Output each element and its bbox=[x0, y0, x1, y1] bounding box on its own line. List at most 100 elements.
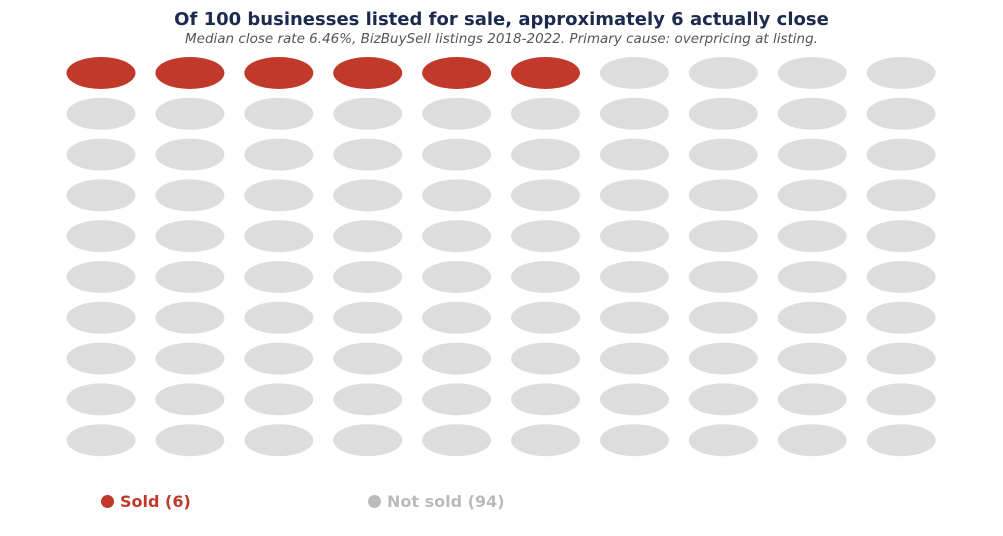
waffle-cell-not-sold bbox=[511, 383, 580, 416]
waffle-cell-not-sold bbox=[511, 261, 580, 293]
waffle-cell-not-sold bbox=[866, 301, 936, 334]
waffle-cell-not-sold bbox=[333, 301, 403, 334]
waffle-cell-not-sold bbox=[599, 342, 669, 375]
legend-label-not-sold: Not sold (94) bbox=[387, 492, 505, 511]
waffle-cell-not-sold bbox=[66, 97, 136, 130]
waffle-cell-not-sold bbox=[155, 179, 225, 212]
waffle-cell-sold bbox=[155, 57, 225, 89]
waffle-cell-not-sold bbox=[777, 220, 847, 253]
waffle-cell-not-sold bbox=[66, 342, 136, 375]
waffle-cell-not-sold bbox=[777, 342, 847, 375]
waffle-cell-not-sold bbox=[333, 179, 403, 212]
waffle-cell-not-sold bbox=[66, 179, 136, 212]
waffle-cell-not-sold bbox=[599, 179, 669, 212]
waffle-cell-not-sold bbox=[599, 57, 669, 89]
waffle-cell-not-sold bbox=[688, 342, 758, 375]
waffle-cell-not-sold bbox=[866, 383, 936, 416]
waffle-cell-sold bbox=[244, 57, 314, 89]
waffle-cell-not-sold bbox=[244, 138, 314, 171]
waffle-cell-not-sold bbox=[866, 138, 936, 171]
chart-title: Of 100 businesses listed for sale, appro… bbox=[174, 9, 829, 30]
waffle-cell-not-sold bbox=[66, 138, 136, 171]
waffle-cell-not-sold bbox=[866, 97, 936, 130]
waffle-cell-not-sold bbox=[244, 301, 314, 334]
waffle-cell-not-sold bbox=[777, 301, 847, 334]
waffle-cell-not-sold bbox=[244, 220, 314, 253]
waffle-cell-not-sold bbox=[66, 383, 136, 416]
waffle-cell-not-sold bbox=[511, 138, 580, 171]
waffle-cell-not-sold bbox=[599, 220, 669, 253]
waffle-cell-not-sold bbox=[244, 261, 314, 293]
waffle-cell-not-sold bbox=[777, 424, 847, 457]
waffle-cell-not-sold bbox=[866, 424, 936, 457]
waffle-cell-not-sold bbox=[333, 261, 403, 293]
waffle-cell-sold bbox=[66, 57, 136, 89]
waffle-cell-not-sold bbox=[155, 261, 225, 293]
waffle-cell-not-sold bbox=[688, 179, 758, 212]
waffle-cell-not-sold bbox=[422, 261, 492, 293]
waffle-cell-not-sold bbox=[599, 97, 669, 130]
waffle-cell-not-sold bbox=[66, 261, 136, 293]
waffle-cell-not-sold bbox=[155, 383, 225, 416]
waffle-cell-not-sold bbox=[155, 301, 225, 334]
waffle-cell-not-sold bbox=[688, 97, 758, 130]
waffle-cell-not-sold bbox=[599, 301, 669, 334]
waffle-cell-not-sold bbox=[866, 179, 936, 212]
waffle-cell-not-sold bbox=[866, 261, 936, 293]
waffle-cell-not-sold bbox=[777, 383, 847, 416]
waffle-cell-sold bbox=[333, 57, 403, 89]
waffle-cell-not-sold bbox=[66, 301, 136, 334]
waffle-cell-not-sold bbox=[688, 138, 758, 171]
waffle-cell-not-sold bbox=[511, 342, 580, 375]
waffle-cell-not-sold bbox=[66, 424, 136, 457]
waffle-cell-not-sold bbox=[511, 424, 580, 457]
legend-item-sold: Sold (6) bbox=[101, 492, 191, 511]
waffle-cell-not-sold bbox=[688, 220, 758, 253]
waffle-cell-not-sold bbox=[244, 424, 314, 457]
waffle-cell-not-sold bbox=[866, 220, 936, 253]
waffle-cell-not-sold bbox=[599, 261, 669, 293]
legend-marker-not-sold bbox=[368, 495, 381, 508]
waffle-cell-not-sold bbox=[688, 383, 758, 416]
waffle-cell-not-sold bbox=[511, 220, 580, 253]
waffle-cell-not-sold bbox=[155, 424, 225, 457]
waffle-cell-not-sold bbox=[422, 179, 492, 212]
waffle-cell-sold bbox=[422, 57, 492, 89]
waffle-cell-not-sold bbox=[777, 138, 847, 171]
waffle-cell-not-sold bbox=[422, 424, 492, 457]
waffle-cell-not-sold bbox=[599, 424, 669, 457]
waffle-cell-not-sold bbox=[244, 383, 314, 416]
waffle-cell-not-sold bbox=[333, 97, 403, 130]
waffle-cell-not-sold bbox=[688, 261, 758, 293]
waffle-cell-not-sold bbox=[333, 342, 403, 375]
waffle-cell-not-sold bbox=[422, 97, 492, 130]
waffle-cell-not-sold bbox=[66, 220, 136, 253]
waffle-cell-not-sold bbox=[866, 342, 936, 375]
waffle-cell-not-sold bbox=[511, 301, 580, 334]
waffle-cell-not-sold bbox=[777, 97, 847, 130]
waffle-cell-not-sold bbox=[688, 301, 758, 334]
waffle-cell-not-sold bbox=[155, 97, 225, 130]
waffle-cell-not-sold bbox=[599, 138, 669, 171]
waffle-cell-not-sold bbox=[333, 383, 403, 416]
waffle-cell-not-sold bbox=[422, 342, 492, 375]
waffle-cell-not-sold bbox=[422, 383, 492, 416]
waffle-cell-not-sold bbox=[155, 220, 225, 253]
waffle-cell-not-sold bbox=[422, 301, 492, 334]
waffle-cell-not-sold bbox=[511, 179, 580, 212]
waffle-cell-not-sold bbox=[599, 383, 669, 416]
waffle-cell-not-sold bbox=[688, 57, 758, 89]
waffle-cell-sold bbox=[511, 57, 580, 89]
waffle-cell-not-sold bbox=[155, 138, 225, 171]
legend-label-sold: Sold (6) bbox=[120, 492, 191, 511]
waffle-cell-not-sold bbox=[333, 220, 403, 253]
waffle-cell-not-sold bbox=[333, 138, 403, 171]
waffle-cell-not-sold bbox=[422, 220, 492, 253]
waffle-cell-not-sold bbox=[244, 97, 314, 130]
waffle-cell-not-sold bbox=[777, 57, 847, 89]
legend-item-not-sold: Not sold (94) bbox=[368, 492, 505, 511]
waffle-cell-not-sold bbox=[155, 342, 225, 375]
waffle-cell-not-sold bbox=[777, 261, 847, 293]
chart-subtitle: Median close rate 6.46%, BizBuySell list… bbox=[185, 31, 818, 47]
